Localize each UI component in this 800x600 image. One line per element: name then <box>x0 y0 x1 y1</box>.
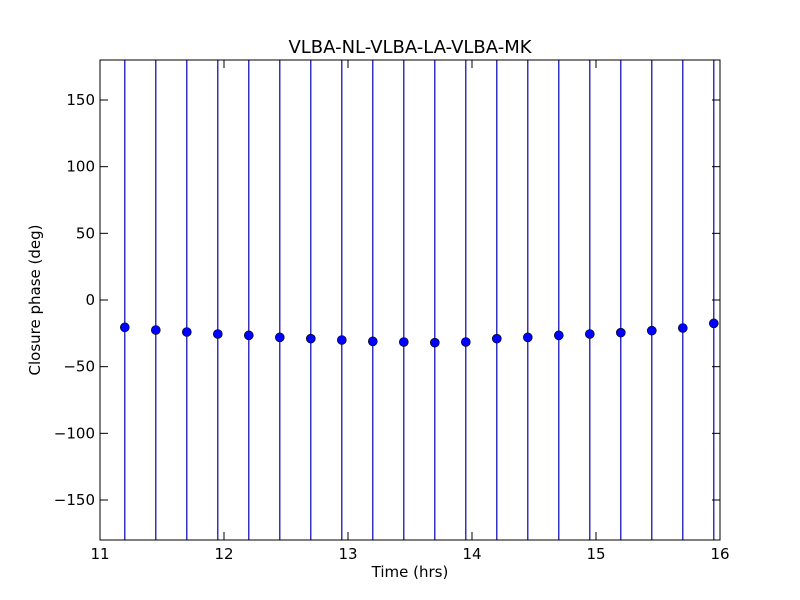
x-axis-label: Time (hrs) <box>371 563 449 581</box>
y-tick-label: 150 <box>66 91 95 109</box>
x-tick-label: 13 <box>338 545 357 563</box>
plot-area <box>100 60 720 540</box>
errorbar-layer <box>124 60 715 540</box>
chart-title: VLBA-NL-VLBA-LA-VLBA-MK <box>288 37 532 58</box>
data-point <box>182 327 192 337</box>
x-tick-label: 14 <box>462 545 481 563</box>
data-point <box>460 337 471 347</box>
y-tick-label: −100 <box>54 424 95 442</box>
data-point <box>120 322 130 333</box>
data-point <box>213 329 223 339</box>
plot-frame <box>99 59 721 541</box>
data-point <box>305 333 316 344</box>
x-tick-label: 12 <box>214 545 233 563</box>
data-point <box>522 332 533 343</box>
x-tick-label: 15 <box>586 545 605 563</box>
data-point <box>429 337 440 348</box>
data-point <box>244 330 254 341</box>
data-point <box>491 333 502 344</box>
data-point <box>367 336 378 347</box>
data-point <box>677 323 688 333</box>
data-point <box>553 330 564 341</box>
data-point <box>708 318 719 329</box>
tick-layer: 11 12 13 14 15 16 150 100 50 0 −50 −100 −150 <box>54 60 730 563</box>
y-tick-label: 100 <box>66 158 95 176</box>
x-tick-label: 11 <box>90 545 109 563</box>
y-tick-label: −150 <box>54 491 95 509</box>
x-tick-label: 16 <box>710 545 729 563</box>
data-point <box>398 337 409 347</box>
y-tick-label: −50 <box>63 358 95 376</box>
point-layer <box>120 318 719 348</box>
data-point <box>274 332 285 343</box>
y-tick-label: 50 <box>76 224 95 242</box>
data-point <box>584 329 595 339</box>
data-point <box>646 325 657 336</box>
data-point <box>151 325 161 335</box>
data-point <box>615 327 626 338</box>
data-point <box>336 335 347 345</box>
y-tick-label: 0 <box>85 291 95 309</box>
y-axis-label: Closure phase (deg) <box>26 225 44 376</box>
